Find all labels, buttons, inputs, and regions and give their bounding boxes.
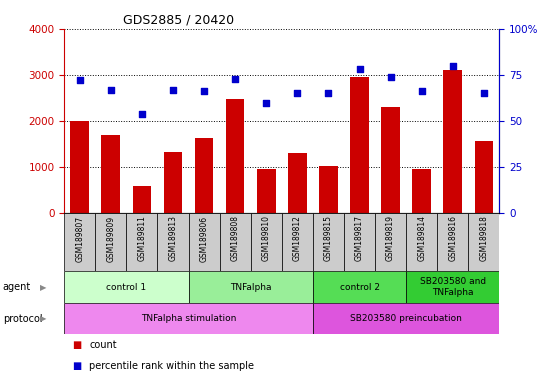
Point: [324, 90, 333, 96]
Bar: [344, 213, 375, 271]
Text: GSM189813: GSM189813: [169, 215, 177, 262]
Bar: [288, 153, 307, 213]
Bar: [189, 213, 220, 271]
Text: GSM189812: GSM189812: [293, 215, 302, 261]
Bar: [70, 121, 89, 213]
Text: GSM189807: GSM189807: [75, 215, 84, 262]
Bar: [195, 139, 213, 213]
Text: ■: ■: [73, 340, 82, 350]
Bar: [64, 213, 95, 271]
Bar: [257, 169, 276, 213]
Bar: [126, 213, 157, 271]
Point: [107, 86, 116, 93]
Bar: [313, 213, 344, 271]
Bar: [282, 213, 313, 271]
Bar: [157, 213, 189, 271]
Bar: [163, 152, 182, 213]
Point: [417, 88, 426, 94]
Text: GSM189806: GSM189806: [200, 215, 209, 262]
Text: ■: ■: [73, 361, 82, 371]
Bar: [220, 213, 251, 271]
Text: GSM189819: GSM189819: [386, 215, 395, 262]
Text: agent: agent: [3, 282, 31, 292]
Text: percentile rank within the sample: percentile rank within the sample: [89, 361, 254, 371]
Point: [169, 86, 177, 93]
Bar: [375, 213, 406, 271]
Text: GDS2885 / 20420: GDS2885 / 20420: [123, 13, 234, 26]
Bar: [468, 213, 499, 271]
Bar: [412, 169, 431, 213]
Bar: [406, 271, 499, 303]
Text: SB203580 and
TNFalpha: SB203580 and TNFalpha: [420, 277, 486, 297]
Point: [293, 90, 302, 96]
Bar: [406, 213, 437, 271]
Bar: [474, 141, 493, 213]
Bar: [444, 70, 462, 213]
Bar: [95, 213, 126, 271]
Point: [479, 90, 488, 96]
Bar: [350, 77, 369, 213]
Point: [386, 74, 395, 80]
Text: ▶: ▶: [40, 314, 47, 323]
Text: TNFalpha: TNFalpha: [230, 283, 271, 291]
Bar: [102, 135, 120, 213]
Point: [200, 88, 209, 94]
Point: [448, 63, 457, 69]
Text: GSM189816: GSM189816: [448, 215, 457, 262]
Bar: [381, 107, 400, 213]
Bar: [64, 303, 313, 334]
Text: GSM189808: GSM189808: [230, 215, 239, 262]
Bar: [189, 271, 313, 303]
Bar: [133, 186, 151, 213]
Point: [137, 111, 146, 117]
Text: control 2: control 2: [339, 283, 379, 291]
Text: GSM189814: GSM189814: [417, 215, 426, 262]
Bar: [251, 213, 282, 271]
Point: [355, 66, 364, 73]
Bar: [226, 99, 244, 213]
Point: [230, 76, 239, 82]
Text: GSM189811: GSM189811: [137, 215, 146, 261]
Text: count: count: [89, 340, 117, 350]
Text: GSM189810: GSM189810: [262, 215, 271, 262]
Point: [262, 99, 271, 106]
Bar: [319, 166, 338, 213]
Text: GSM189817: GSM189817: [355, 215, 364, 262]
Text: control 1: control 1: [106, 283, 146, 291]
Text: TNFalpha stimulation: TNFalpha stimulation: [141, 314, 236, 323]
Text: GSM189815: GSM189815: [324, 215, 333, 262]
Text: GSM189818: GSM189818: [479, 215, 488, 261]
Text: GSM189809: GSM189809: [107, 215, 116, 262]
Text: SB203580 preincubation: SB203580 preincubation: [350, 314, 462, 323]
Text: protocol: protocol: [3, 314, 42, 324]
Bar: [64, 271, 189, 303]
Point: [75, 77, 84, 83]
Bar: [437, 213, 468, 271]
Bar: [313, 303, 499, 334]
Text: ▶: ▶: [40, 283, 47, 291]
Bar: [313, 271, 406, 303]
